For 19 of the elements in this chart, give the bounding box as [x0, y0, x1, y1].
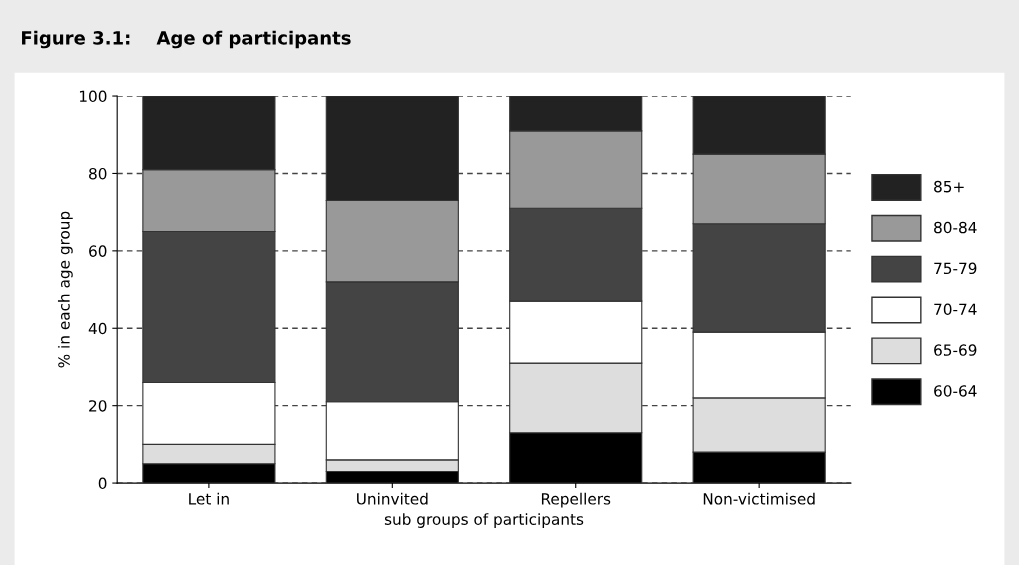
y-tick-label: 20 [89, 400, 107, 412]
legend-label: 80-84 [934, 221, 977, 234]
y-axis-title: % in each age group [57, 211, 73, 368]
legend-label: 65-69 [934, 344, 977, 356]
legend-label: 70-74 [934, 303, 977, 315]
y-tick-label: 60 [89, 245, 107, 257]
y-tick-label: 100 [79, 90, 107, 103]
x-tick-label: Let in [189, 492, 229, 505]
legend-label: 60-64 [934, 385, 977, 397]
chart-title: Figure 3.1: Age of participants [22, 30, 351, 49]
legend-label: 75-79 [934, 262, 977, 275]
legend-label: 85+ [934, 180, 964, 193]
x-axis-title: sub groups of participants [384, 513, 584, 528]
y-tick-label: 40 [88, 322, 107, 335]
y-tick-label: 0 [98, 477, 107, 490]
x-tick-label: Repellers [541, 492, 611, 508]
x-tick-label: Non-victimised [703, 492, 815, 505]
y-tick-label: 80 [89, 167, 107, 180]
x-tick-label: Uninvited [357, 492, 428, 505]
